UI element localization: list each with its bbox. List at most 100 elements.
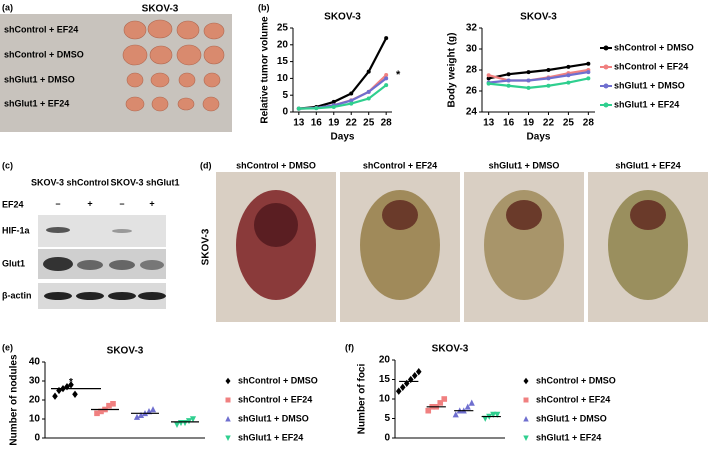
panel-label: (f) <box>345 342 354 352</box>
data-point <box>384 83 389 88</box>
treatment-mark: – <box>119 198 124 208</box>
chart-title: SKOV-3 <box>520 12 557 23</box>
y-axis-label: Body weight (g) <box>447 33 458 108</box>
data-point <box>546 76 551 81</box>
data-point <box>185 418 193 425</box>
series-line <box>488 62 589 80</box>
x-tick-label: 13 <box>293 118 305 129</box>
blot-group: SKOV-3 shControl <box>31 177 109 187</box>
data-point <box>366 89 371 94</box>
data-point <box>586 61 591 66</box>
legend-marker <box>523 435 529 441</box>
panel-label: (d) <box>200 160 212 170</box>
legend-label: shGlut1 + EF24 <box>614 99 679 109</box>
data-point <box>546 68 551 72</box>
y-tick-label: 25 <box>277 23 289 34</box>
data-point <box>331 99 336 104</box>
data-point <box>173 421 181 429</box>
data-point <box>296 106 301 111</box>
data-point <box>366 69 371 74</box>
data-point <box>331 104 336 109</box>
x-tick-label: 28 <box>583 118 595 129</box>
blot-group: SKOV-3 shGlut1 <box>110 177 179 187</box>
y-tick-label: 30 <box>29 376 41 387</box>
data-point <box>464 403 471 410</box>
data-point <box>137 411 145 418</box>
legend-marker <box>225 377 231 385</box>
y-tick-label: 5 <box>384 413 390 424</box>
x-tick-label: 25 <box>563 118 575 129</box>
treatment-mark: + <box>87 198 92 208</box>
row-label: shGlut1 + EF24 <box>4 98 69 108</box>
legend-marker <box>603 102 609 108</box>
legend-marker <box>523 416 529 422</box>
legend-label: shGlut1 + EF24 <box>238 432 303 442</box>
data-point <box>94 410 100 417</box>
row-label: shControl + DMSO <box>4 49 84 59</box>
y-axis-label: Number of nodules <box>9 354 20 446</box>
legend-marker <box>603 64 609 70</box>
data-point <box>441 396 448 402</box>
data-point <box>384 36 389 41</box>
panel-label: (e) <box>2 342 13 352</box>
data-point <box>486 73 491 78</box>
series-line <box>488 71 589 84</box>
data-point <box>546 83 551 88</box>
x-tick-label: 19 <box>523 118 535 129</box>
y-tick-label: 15 <box>379 374 391 385</box>
legend-label: shGlut1 + DMSO <box>614 80 685 90</box>
data-point <box>395 387 402 395</box>
x-axis-label: Days <box>527 132 551 143</box>
data-point <box>452 411 459 418</box>
data-point <box>586 70 591 75</box>
data-point <box>189 416 197 423</box>
y-tick-label: 28 <box>466 65 478 76</box>
treatment-mark: – <box>55 198 60 208</box>
photo-label: shControl + EF24 <box>363 160 437 170</box>
data-point <box>349 101 354 106</box>
tumor-photo <box>0 14 232 132</box>
data-point <box>349 98 354 103</box>
data-point <box>506 78 511 83</box>
data-point <box>494 411 501 418</box>
x-tick-label: 13 <box>483 118 495 129</box>
band-label: HIF-1a <box>2 225 31 235</box>
band-label: β-actin <box>2 290 32 300</box>
photo-label: shGlut1 + EF24 <box>615 160 680 170</box>
chart-title: SKOV-3 <box>107 346 144 357</box>
row-label: shControl + EF24 <box>4 24 78 34</box>
series-line <box>488 77 589 89</box>
chart-title: SKOV-3 <box>324 12 361 23</box>
data-point <box>490 411 497 418</box>
data-point <box>486 76 491 81</box>
data-point <box>384 73 389 78</box>
data-point <box>566 64 571 69</box>
y-tick-label: 15 <box>277 56 289 67</box>
x-tick-label: 25 <box>363 118 375 129</box>
series-line <box>298 84 387 110</box>
data-point <box>106 402 112 409</box>
row-label: shGlut1 + DMSO <box>4 74 75 84</box>
data-point <box>437 400 444 406</box>
y-tick-label: 24 <box>466 107 478 118</box>
legend-marker <box>603 83 609 89</box>
legend-label: shControl + DMSO <box>614 42 694 52</box>
y-tick-label: 20 <box>277 39 289 50</box>
y-tick-label: 10 <box>29 414 41 425</box>
y-tick-label: 5 <box>282 90 288 101</box>
legend-label: shControl + EF24 <box>238 394 312 404</box>
legend-label: shGlut1 + DMSO <box>536 413 607 423</box>
y-tick-label: 40 <box>29 357 41 368</box>
y-tick-label: 20 <box>29 395 41 406</box>
x-tick-label: 22 <box>346 118 358 129</box>
data-point <box>415 368 422 376</box>
legend-label: shGlut1 + EF24 <box>536 432 601 442</box>
legend-label: shControl + EF24 <box>536 394 610 404</box>
data-point <box>411 371 418 380</box>
data-point <box>314 106 319 111</box>
panel-label: (c) <box>2 160 13 170</box>
data-point <box>149 406 157 413</box>
data-point <box>506 83 511 88</box>
data-point <box>586 76 591 81</box>
